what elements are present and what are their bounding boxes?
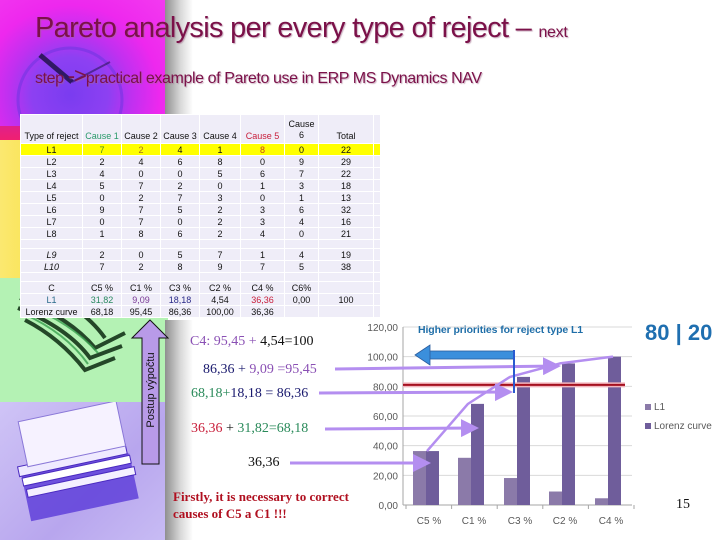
lorenz-trace-line [426, 355, 614, 452]
bar-l1 [549, 491, 562, 505]
bar-l1 [413, 451, 426, 505]
table-cell: 4 [160, 143, 200, 156]
column-header: Total [318, 114, 374, 144]
column-header: Cause 2 [121, 114, 161, 144]
bar-l1 [458, 457, 471, 505]
bar-lorenz [471, 403, 484, 505]
formula-segment: 68,18+ [191, 386, 231, 401]
bar-lorenz [517, 376, 530, 505]
x-tick-label: C3 % [508, 516, 533, 527]
table-cell: 22 [318, 143, 374, 156]
table-row: L1 7 2 4 1 8 0 22 [20, 143, 381, 156]
paper-stack-image [0, 400, 168, 540]
table-cell: 8 [240, 143, 285, 156]
y-tick-label: 100,00 [367, 353, 398, 364]
pointer-arrow-icon [324, 419, 479, 438]
decor-shade [165, 320, 193, 540]
column-header: Type of reject [20, 114, 83, 144]
x-tick-label: C4 % [599, 516, 624, 527]
formula-segment: 36,36 [191, 421, 223, 436]
formula-segment: 4,54=100 [260, 334, 314, 349]
priority-arrow-shaft [427, 350, 515, 360]
bar-l1 [595, 498, 608, 505]
bar-lorenz [562, 363, 575, 505]
table-row: L6 9 7 5 2 3 6 32 [20, 203, 381, 216]
conclusion-line-1: Firstly, it is necessary to correct [173, 489, 349, 504]
legend-item-lorenz: Lorenz curve [645, 421, 712, 432]
formula-line-1: C4: 95,45 + 4,54=100 [190, 334, 314, 350]
x-tick-label: C1 % [462, 516, 487, 527]
subtitle-step: step [35, 70, 68, 87]
reject-cause-table: Type of reject Cause 1 Cause 2 Cause 3 Cause… [20, 114, 381, 318]
bar-l1 [504, 478, 517, 505]
subtitle-arrow: -> [67, 63, 87, 88]
table-row: L3 4 0 0 5 6 7 22 [20, 167, 381, 180]
pointer-arrow-icon [334, 357, 561, 376]
calculation-direction-arrow [130, 319, 170, 465]
table-cell: 68,18 [82, 305, 122, 318]
conclusion-note: Firstly, it is necessary to correct caus… [173, 488, 349, 522]
table-row: L10 7 2 8 9 7 5 38 [20, 260, 381, 273]
decor-shade [165, 0, 193, 126]
bar-lorenz [608, 356, 621, 505]
formula-line-5: 36,36 [248, 455, 280, 471]
table-header-row: Type of reject Cause 1 Cause 2 Cause 3 Cause… [20, 114, 381, 144]
clock-image [0, 0, 168, 154]
formula-segment: C4: 95,45 + [190, 334, 261, 349]
chart-title: Higher priorities for reject type L1 [418, 324, 584, 336]
y-tick-label: 0,00 [379, 501, 399, 512]
title-next: next [538, 24, 568, 41]
page-number: 15 [676, 497, 690, 512]
pointer-arrow-icon [318, 383, 513, 402]
table-row: L4 5 7 2 0 1 3 18 [20, 179, 381, 192]
legend-item-l1: L1 [645, 402, 665, 413]
table-cell: 86,36 [160, 305, 200, 318]
table-cell [373, 305, 381, 318]
formula-segment: 18,18 = 86,36 [230, 386, 309, 401]
table-row: L7 0 7 0 2 3 4 16 [20, 215, 381, 228]
slide-subtitle: step ->practical example of Pareto use i… [35, 63, 482, 89]
table-row: Lorenz curve 68,18 95,45 86,36 100,00 36,36 [20, 305, 381, 318]
formula-segment: + [222, 421, 238, 436]
formula-line-2: 86,36 + 9,09 =95,45 [203, 362, 317, 378]
formula-segment: 9,09 =95,45 [249, 362, 317, 377]
y-tick-label: 40,00 [373, 442, 398, 453]
x-tick-label: C2 % [553, 516, 578, 527]
legend-swatch-icon [645, 404, 651, 411]
title-main: Pareto analysis per every type of reject… [35, 12, 539, 44]
formula-segment: 36,36 [248, 455, 280, 470]
priority-arrow-left-icon [414, 344, 431, 366]
y-tick-label: 20,00 [373, 471, 398, 482]
table-cell: 2 [121, 143, 161, 156]
slide-title: Pareto analysis per every type of reject… [35, 12, 568, 45]
y-tick-label: 80,00 [373, 382, 398, 393]
column-header: Cause 1 [82, 114, 122, 144]
legend-swatch-icon [645, 423, 651, 430]
formula-line-3: 68,18+18,18 = 86,36 [191, 386, 308, 402]
conclusion-line-2: causes of C5 a C1 !!! [173, 506, 287, 521]
formula-segment: 31,82=68,18 [237, 421, 309, 436]
y-tick-label: 60,00 [373, 412, 398, 423]
x-tick-label: C5 % [417, 516, 442, 527]
legend-label: L1 [654, 402, 666, 413]
table-cell: 0 [284, 143, 319, 156]
pareto-ratio-label: 80 | 20 [645, 320, 713, 345]
column-header: Cause 5 [240, 114, 285, 144]
bar-lorenz [426, 451, 439, 505]
calculation-arrow-label: Postup výpočtu [145, 352, 157, 428]
legend-label: Lorenz curve [654, 421, 712, 432]
table-row: L1 31,82 9,09 18,18 4,54 36,36 0,00 100 [20, 293, 381, 306]
y-tick-label: 120,00 [367, 323, 398, 334]
paper-stack-icon [16, 400, 139, 522]
subtitle-text: practical example of Pareto use in ERP M… [85, 70, 482, 87]
formula-line-4: 36,36 + 31,82=68,18 [191, 421, 308, 437]
formula-segment: 86,36 + [203, 362, 250, 377]
